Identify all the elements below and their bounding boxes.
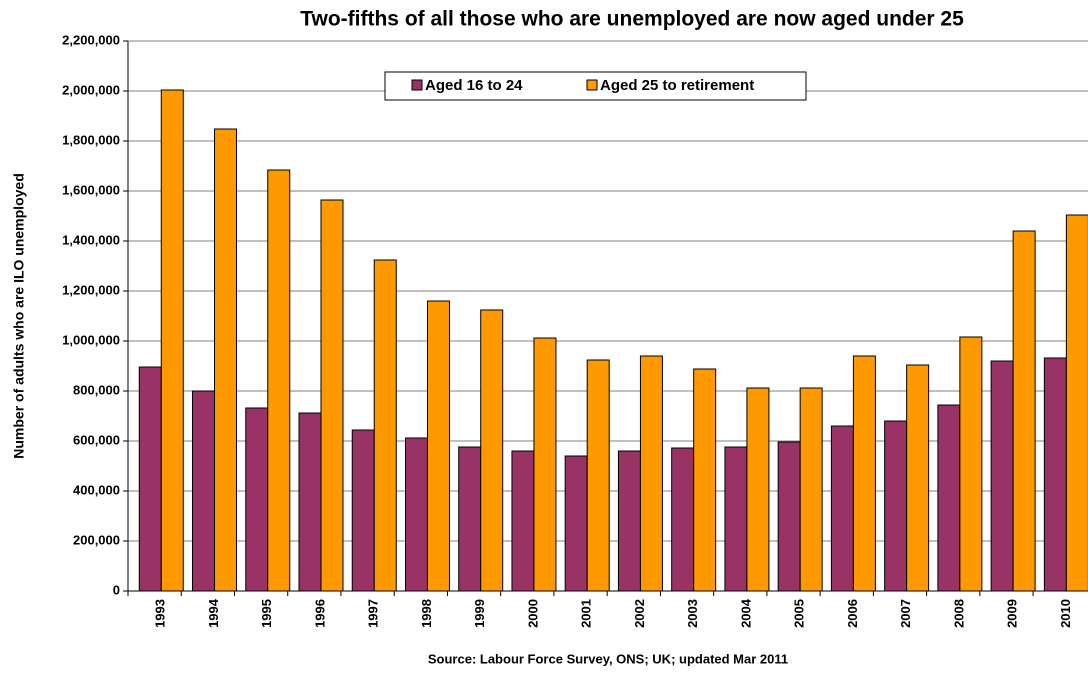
chart-title: Two-fifths of all those who are unemploy… xyxy=(300,8,964,31)
x-tick-label: 2004 xyxy=(738,598,753,628)
bar xyxy=(693,368,717,592)
bar xyxy=(830,425,854,592)
bar xyxy=(160,89,184,592)
x-tick-label: 2010 xyxy=(1058,599,1073,628)
bar xyxy=(192,390,216,592)
bar xyxy=(533,337,557,592)
bar xyxy=(586,359,610,592)
bar xyxy=(884,420,908,592)
bar xyxy=(1012,230,1036,592)
source-note: Source: Labour Force Survey, ONS; UK; up… xyxy=(428,651,788,666)
bar xyxy=(138,366,162,592)
y-tick-label: 1,400,000 xyxy=(62,232,120,247)
y-tick-label: 400,000 xyxy=(73,482,120,497)
y-tick-label: 1,000,000 xyxy=(62,332,120,347)
x-tick-label: 2003 xyxy=(685,599,700,628)
bar xyxy=(617,450,641,592)
bar xyxy=(480,309,504,592)
x-tick-label: 2002 xyxy=(632,599,647,628)
bar xyxy=(426,300,450,592)
bar xyxy=(990,360,1014,592)
x-tick-label: 1995 xyxy=(259,599,274,628)
bar xyxy=(1043,357,1067,592)
bar xyxy=(906,364,930,592)
bar xyxy=(214,128,238,592)
x-tick-label: 1994 xyxy=(206,598,221,628)
bar xyxy=(564,455,588,592)
bar xyxy=(298,412,322,592)
bar xyxy=(351,429,375,592)
bar xyxy=(1065,214,1088,592)
bar xyxy=(373,259,397,592)
x-tick-label: 1999 xyxy=(472,599,487,628)
y-tick-label: 1,200,000 xyxy=(62,282,120,297)
x-tick-label: 2008 xyxy=(951,599,966,628)
y-tick-label: 2,000,000 xyxy=(62,82,120,97)
bar xyxy=(671,447,695,592)
y-tick-label: 1,800,000 xyxy=(62,132,120,147)
bar xyxy=(959,336,983,592)
x-tick-label: 1998 xyxy=(419,599,434,628)
bar xyxy=(404,437,428,592)
x-tick-label: 1993 xyxy=(153,599,168,628)
bar xyxy=(937,404,961,592)
x-tick-label: 1997 xyxy=(366,599,381,628)
x-tick-label: 2001 xyxy=(579,599,594,628)
bar xyxy=(458,446,482,592)
bar xyxy=(320,199,344,592)
legend-swatch xyxy=(411,79,423,91)
bar xyxy=(852,355,876,592)
x-tick-label: 2007 xyxy=(898,599,913,628)
x-tick-label: 1996 xyxy=(312,599,327,628)
bar xyxy=(511,450,535,592)
x-tick-label: 2009 xyxy=(1005,599,1020,628)
bar xyxy=(245,407,269,592)
bar xyxy=(746,387,770,592)
y-tick-label: 2,200,000 xyxy=(62,32,120,47)
legend-label: Aged 25 to retirement xyxy=(600,77,754,94)
legend-label: Aged 16 to 24 xyxy=(425,77,523,94)
y-tick-label: 0 xyxy=(113,582,120,597)
bar xyxy=(639,355,663,592)
bar xyxy=(799,387,823,592)
x-tick-label: 2005 xyxy=(792,599,807,628)
x-tick-label: 2000 xyxy=(525,599,540,628)
y-tick-label: 800,000 xyxy=(73,382,120,397)
y-tick-label: 600,000 xyxy=(73,432,120,447)
bar xyxy=(777,441,801,592)
bar xyxy=(724,446,748,592)
legend-swatch xyxy=(586,79,598,91)
y-axis-label: Number of adults who are ILO unemployed xyxy=(11,173,27,458)
y-tick-label: 1,600,000 xyxy=(62,182,120,197)
x-tick-label: 2006 xyxy=(845,599,860,628)
y-tick-label: 200,000 xyxy=(73,532,120,547)
bar xyxy=(267,169,291,592)
